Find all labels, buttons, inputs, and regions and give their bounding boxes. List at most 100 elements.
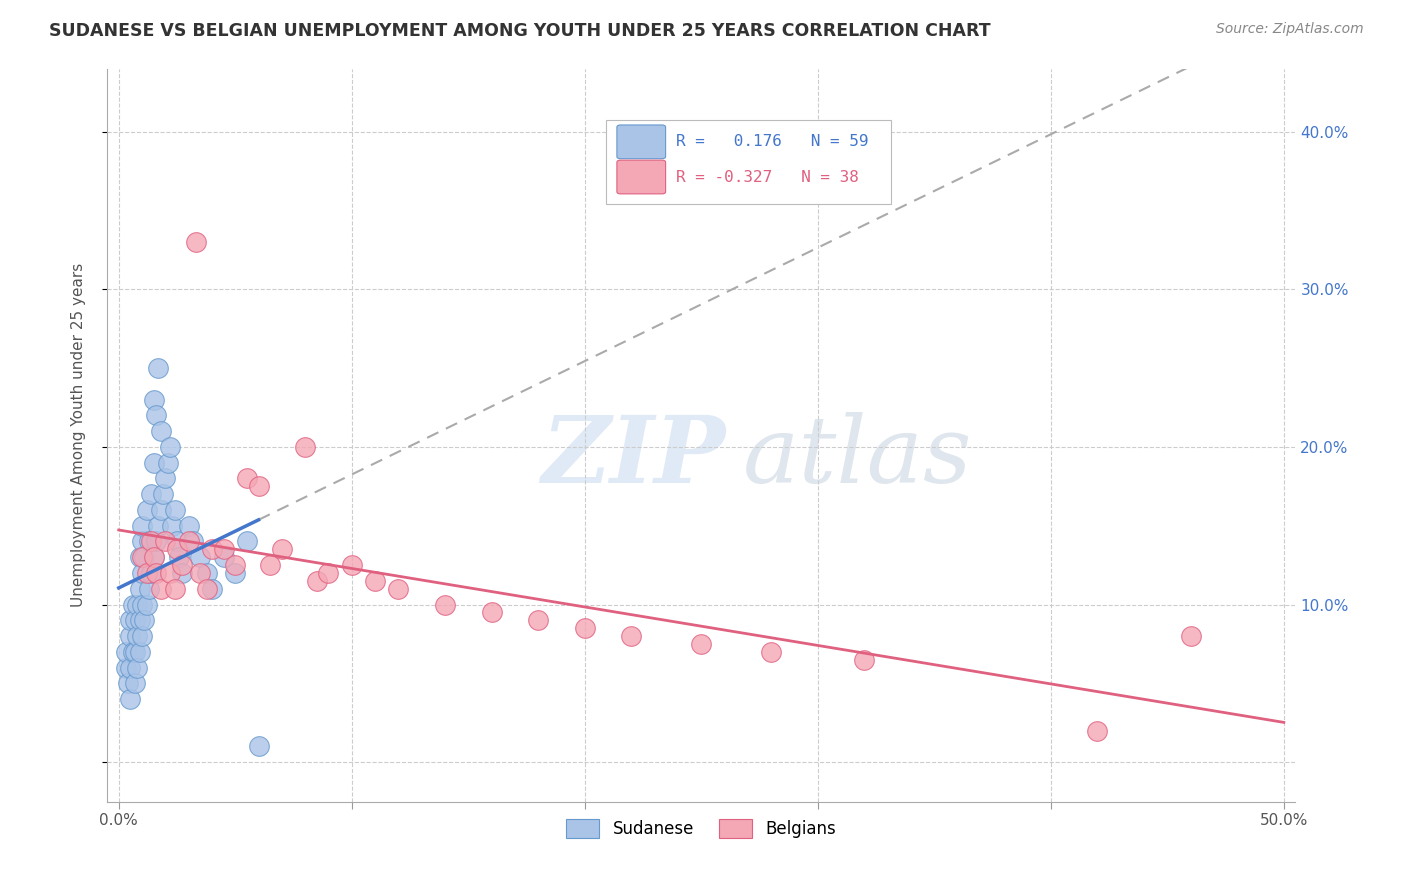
Point [142, 550, 165, 565]
Point [128, 645, 150, 659]
FancyBboxPatch shape [606, 120, 891, 204]
Point [149, 503, 172, 517]
Text: SUDANESE VS BELGIAN UNEMPLOYMENT AMONG YOUTH UNDER 25 YEARS CORRELATION CHART: SUDANESE VS BELGIAN UNEMPLOYMENT AMONG Y… [49, 22, 991, 40]
Point [134, 550, 156, 565]
Point [170, 566, 193, 580]
Point [166, 534, 188, 549]
Point [212, 550, 235, 565]
Point [247, 479, 270, 493]
Point [142, 392, 165, 407]
Point [131, 550, 153, 565]
Point [170, 558, 193, 573]
Point [131, 566, 153, 580]
Legend: Sudanese, Belgians: Sudanese, Belgians [560, 812, 844, 845]
Point [127, 629, 149, 643]
Point [433, 598, 456, 612]
Point [141, 534, 163, 549]
Point [690, 637, 713, 651]
Point [481, 606, 503, 620]
Point [294, 440, 316, 454]
Point [135, 566, 157, 580]
Point [177, 534, 200, 549]
Point [169, 550, 191, 565]
Point [138, 582, 160, 596]
Point [853, 653, 876, 667]
Point [527, 613, 550, 627]
Point [138, 534, 160, 549]
Point [148, 361, 170, 376]
Point [124, 613, 146, 627]
Point [128, 582, 150, 596]
Text: R =   0.176   N = 59: R = 0.176 N = 59 [676, 135, 869, 149]
Point [162, 518, 184, 533]
Point [141, 566, 163, 580]
Point [148, 518, 170, 533]
Point [131, 534, 153, 549]
Point [177, 518, 200, 533]
Point [124, 676, 146, 690]
Point [120, 629, 142, 643]
Point [142, 550, 165, 565]
Point [120, 660, 142, 674]
Point [224, 566, 246, 580]
Point [127, 598, 149, 612]
Point [128, 550, 150, 565]
Point [134, 613, 156, 627]
Point [131, 598, 153, 612]
Point [127, 660, 149, 674]
Point [135, 598, 157, 612]
Point [620, 629, 643, 643]
Point [135, 503, 157, 517]
Point [155, 471, 177, 485]
Point [149, 582, 172, 596]
Point [212, 542, 235, 557]
Point [121, 598, 143, 612]
Point [759, 645, 782, 659]
Point [236, 471, 259, 485]
Point [156, 456, 179, 470]
Point [142, 456, 165, 470]
FancyBboxPatch shape [617, 125, 665, 159]
Point [159, 566, 181, 580]
Point [159, 440, 181, 454]
Point [117, 676, 139, 690]
Point [184, 235, 207, 249]
Point [1180, 629, 1202, 643]
Point [236, 534, 259, 549]
Point [120, 692, 142, 706]
Point [155, 534, 177, 549]
Point [387, 582, 409, 596]
Point [145, 534, 167, 549]
Text: atlas: atlas [742, 412, 973, 502]
Point [124, 645, 146, 659]
Point [145, 566, 167, 580]
FancyBboxPatch shape [617, 161, 665, 194]
Point [141, 487, 163, 501]
Point [270, 542, 292, 557]
Point [574, 621, 596, 635]
Point [364, 574, 387, 588]
Point [201, 542, 224, 557]
Point [305, 574, 328, 588]
Text: Source: ZipAtlas.com: Source: ZipAtlas.com [1216, 22, 1364, 37]
Point [181, 534, 204, 549]
Text: ZIP: ZIP [541, 412, 725, 502]
Point [195, 566, 218, 580]
Text: R = -0.327   N = 38: R = -0.327 N = 38 [676, 169, 859, 185]
Point [1087, 723, 1109, 738]
Point [188, 566, 211, 580]
Point [145, 409, 167, 423]
Point [152, 487, 174, 501]
Point [163, 582, 186, 596]
Point [188, 550, 211, 565]
Point [166, 542, 188, 557]
Point [259, 558, 281, 573]
Point [163, 503, 186, 517]
Point [131, 518, 153, 533]
Point [131, 629, 153, 643]
Point [120, 613, 142, 627]
Point [195, 582, 218, 596]
Point [121, 645, 143, 659]
Point [247, 739, 270, 754]
Point [318, 566, 340, 580]
